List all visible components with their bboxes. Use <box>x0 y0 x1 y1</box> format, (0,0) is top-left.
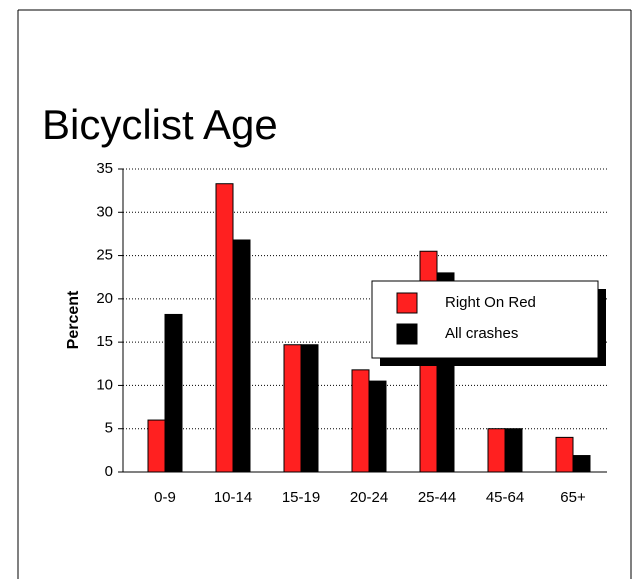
legend <box>371 280 599 359</box>
legend-swatch <box>396 292 418 314</box>
bar <box>164 313 183 473</box>
legend-label: All crashes <box>445 325 518 342</box>
y-tick-label: 5 <box>105 420 113 437</box>
x-tick-label: 10-14 <box>214 489 252 506</box>
bar <box>487 428 506 473</box>
x-tick-label: 45-64 <box>486 489 524 506</box>
bar <box>232 239 251 473</box>
y-tick-label: 35 <box>96 160 113 177</box>
bar <box>147 419 166 473</box>
y-tick-label: 30 <box>96 203 113 220</box>
y-tick-label: 25 <box>96 247 113 264</box>
bar <box>368 380 387 473</box>
x-tick-label: 25-44 <box>418 489 456 506</box>
bar <box>215 183 234 473</box>
x-tick-label: 65+ <box>560 489 586 506</box>
y-tick-label: 15 <box>96 333 113 350</box>
bar <box>283 344 302 473</box>
bar <box>504 428 523 473</box>
legend-label: Right On Red <box>445 294 536 311</box>
legend-swatch <box>396 323 418 345</box>
bar <box>572 455 591 473</box>
bar <box>555 436 574 473</box>
y-tick-label: 20 <box>96 290 113 307</box>
bar <box>351 369 370 473</box>
x-tick-label: 20-24 <box>350 489 388 506</box>
chart-title: Bicyclist Age <box>42 101 278 148</box>
y-axis-label: Percent <box>65 290 82 349</box>
bar <box>300 344 319 473</box>
x-tick-label: 0-9 <box>154 489 176 506</box>
y-tick-label: 10 <box>96 376 113 393</box>
x-tick-label: 15-19 <box>282 489 320 506</box>
y-tick-label: 0 <box>105 463 113 480</box>
